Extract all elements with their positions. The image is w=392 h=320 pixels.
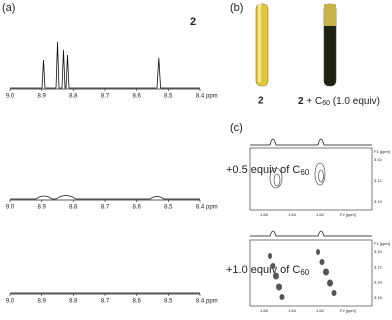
panel-label: (a) <box>2 2 15 14</box>
tube-highlight <box>258 4 261 82</box>
panel-label: (b) <box>230 2 243 14</box>
tick-label: 1.66 <box>260 308 269 313</box>
tick-label: 8.9 <box>37 299 46 305</box>
label-subscript: 60 <box>322 100 330 107</box>
tick-label: 8.8 <box>69 299 78 305</box>
tick-label: 3.10 <box>374 249 383 254</box>
tick-label: 8.9 <box>37 94 46 100</box>
contour <box>268 253 272 259</box>
tube-label: 2 <box>258 96 264 107</box>
label-subscript: 60 <box>300 268 309 277</box>
tick-label: 3.14 <box>374 199 383 204</box>
tick-label: 1.62 <box>316 212 325 217</box>
spectrum-label: +0.5 equiv of C60 <box>226 164 310 177</box>
tick-label: 8.5 <box>164 299 173 305</box>
axis-unit: ppm <box>206 94 218 100</box>
axis-unit: ppm <box>206 299 218 305</box>
tick-label: 8.5 <box>164 94 173 100</box>
tick-label: 9.0 <box>6 205 15 211</box>
contour <box>323 268 329 276</box>
contour <box>279 294 285 300</box>
contour <box>318 169 324 183</box>
label-text: + C <box>304 96 323 107</box>
tick-label: 3.16 <box>374 295 383 300</box>
label-subscript: 60 <box>300 168 309 177</box>
tick-label: 1.62 <box>316 308 325 313</box>
compound-label: 2 <box>190 16 196 28</box>
axis-unit: ppm <box>206 205 218 211</box>
contour <box>269 167 283 189</box>
tick-label: 8.7 <box>101 94 110 100</box>
tick-label: 1.66 <box>260 212 269 217</box>
tick-label: 3.10 <box>374 157 383 162</box>
tick-label: 8.8 <box>69 94 78 100</box>
label-text: (1.0 equiv) <box>330 96 380 107</box>
contour <box>316 249 320 255</box>
nmr-2d-top <box>249 138 373 211</box>
label-text: +0.5 equiv of C <box>226 164 300 176</box>
contour <box>314 162 326 186</box>
tick-label: 1.64 <box>288 308 297 313</box>
tick-label: 1.64 <box>288 212 297 217</box>
contour <box>327 279 333 287</box>
tick-label: 8.7 <box>101 205 110 211</box>
spectrum-label: +1.0 equiv of C60 <box>226 264 310 277</box>
contour <box>319 259 325 265</box>
tick-label: 3.14 <box>374 280 383 285</box>
contour <box>331 290 337 296</box>
tick-label: 8.4 <box>196 299 205 305</box>
tick-label: 9.0 <box>6 299 15 305</box>
contour <box>270 263 276 269</box>
tick-label: 8.6 <box>132 94 141 100</box>
plot-frame <box>249 239 373 307</box>
plot-frame <box>249 147 373 211</box>
tick-label: 9.0 <box>6 94 15 100</box>
axis-unit: F2 [ppm] <box>340 308 356 313</box>
tick-label: 8.5 <box>164 205 173 211</box>
label-text: +1.0 equiv of C <box>226 264 300 276</box>
tube-label: 2 + C60 (1.0 equiv) <box>298 96 380 107</box>
projection <box>250 138 372 146</box>
label-bold: 2 <box>298 96 304 107</box>
tube-top <box>324 4 336 26</box>
spectrum <box>10 41 200 89</box>
tick-label: 8.4 <box>196 205 205 211</box>
tick-label: 8.6 <box>132 299 141 305</box>
tick-label: 8.9 <box>37 205 46 211</box>
contour <box>273 173 281 187</box>
tick-label: 3.12 <box>374 264 383 269</box>
tube-yellow <box>255 3 269 87</box>
contour <box>273 272 279 280</box>
contours <box>268 249 337 300</box>
tick-label: 8.4 <box>196 94 205 100</box>
axis-unit: F1 [ppm] <box>374 241 390 246</box>
axis-unit: F2 [ppm] <box>340 212 356 217</box>
nmr-2d-bottom <box>249 230 373 307</box>
axis-unit: F1 [ppm] <box>374 149 390 154</box>
contour <box>276 283 282 291</box>
tick-label: 8.7 <box>101 299 110 305</box>
tick-label: 8.8 <box>69 205 78 211</box>
tick-label: 8.6 <box>132 205 141 211</box>
tick-label: 3.12 <box>374 178 383 183</box>
panel-label: (c) <box>230 122 243 134</box>
projection <box>250 230 372 237</box>
spectrum <box>10 195 200 200</box>
